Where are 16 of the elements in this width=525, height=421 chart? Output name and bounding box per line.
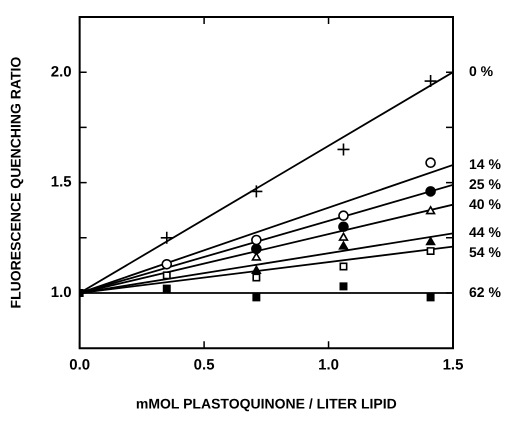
x-tick-label: 0.5	[194, 356, 215, 374]
x-axis-title: mMOL PLASTOQUINONE / LITER LIPID	[136, 395, 397, 412]
legend-label: 62 %	[469, 284, 502, 300]
y-axis-title: FLUORESCENCE QUENCHING RATIO	[7, 56, 24, 308]
legend-label: 0 %	[469, 63, 494, 80]
series-label: 40 %	[469, 196, 502, 212]
legend-label: 44 %	[469, 224, 502, 240]
legend-label: 25 %	[469, 176, 502, 192]
x-tick-label: 1.0	[318, 356, 339, 374]
x-tick-label: 0.0	[69, 356, 90, 374]
series-label: 54 %	[469, 244, 502, 260]
y-tick-label: 2.0	[50, 63, 72, 80]
x-tick-label: 1.5	[442, 356, 464, 374]
y-tick-label: 1.5	[50, 174, 72, 191]
y-tick-label: 1.0	[50, 284, 72, 302]
series-label: 14 %	[469, 156, 502, 172]
